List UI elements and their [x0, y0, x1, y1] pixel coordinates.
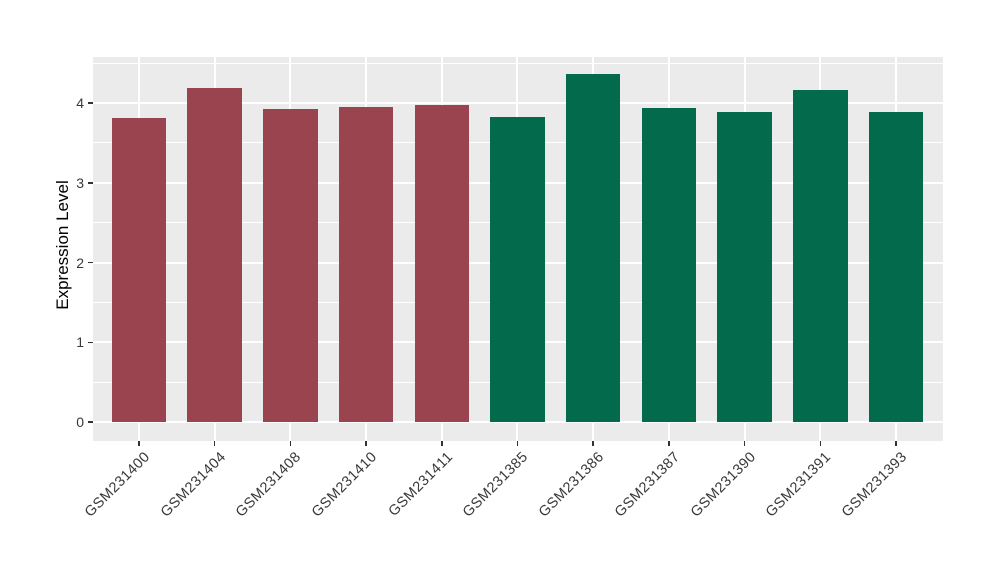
bar-GSM231387: [641, 107, 697, 422]
y-tick-label-2: 2: [76, 254, 84, 271]
bar-GSM231393: [868, 111, 924, 422]
y-axis-title: Expression Level: [53, 180, 72, 310]
y-tick-mark-2: [88, 261, 93, 264]
y-tick-mark-1: [88, 341, 93, 343]
y-tick-mark-4: [88, 102, 93, 104]
y-tick-label-0: 0: [76, 414, 84, 430]
x-tick-mark-GSM231387: [668, 441, 670, 446]
bar-GSM231404: [187, 87, 242, 422]
bar-GSM231400: [111, 118, 167, 422]
y-tick-label-4: 4: [76, 95, 84, 111]
x-tick-mark-GSM231386: [592, 441, 594, 446]
x-tick-mark-GSM231410: [365, 441, 367, 446]
bar-GSM231391: [793, 90, 848, 422]
bar-GSM231390: [717, 111, 772, 422]
x-tick-mark-GSM231393: [895, 441, 897, 446]
y-tick-label-3: 3: [76, 174, 84, 191]
x-tick-mark-GSM231408: [289, 441, 292, 446]
bar-GSM231408: [263, 108, 318, 422]
x-tick-mark-GSM231404: [213, 441, 216, 446]
x-tick-mark-GSM231390: [743, 441, 746, 446]
x-tick-mark-GSM231400: [138, 441, 140, 446]
x-tick-mark-GSM231411: [441, 441, 443, 446]
x-tick-mark-GSM231385: [516, 441, 519, 446]
bar-GSM231410: [338, 106, 394, 422]
y-tick-mark-3: [88, 182, 93, 184]
y-tick-mark-0: [88, 421, 93, 423]
x-tick-mark-GSM231391: [819, 441, 822, 446]
bar-GSM231386: [565, 74, 621, 422]
y-tick-label-1: 1: [76, 334, 84, 351]
bar-GSM231411: [414, 105, 470, 422]
bar-GSM231385: [490, 116, 545, 422]
plot-panel: [93, 57, 943, 441]
